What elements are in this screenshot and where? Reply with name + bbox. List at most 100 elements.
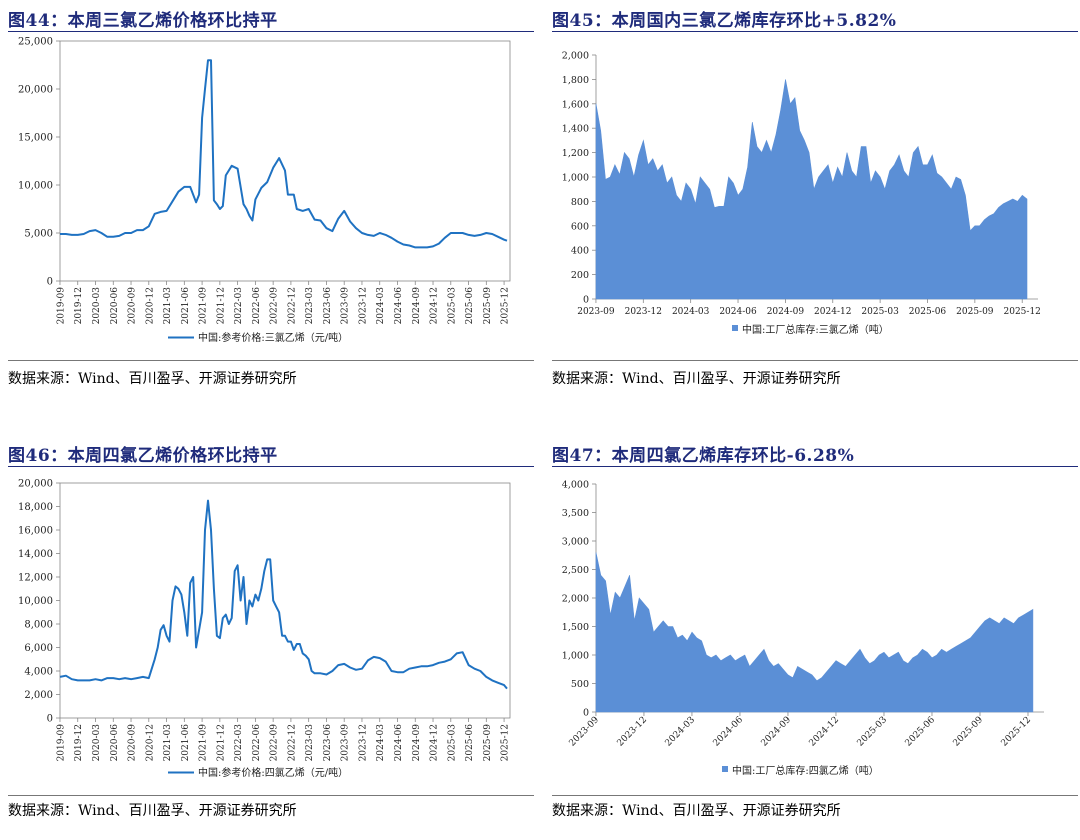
x-tick-label: 2024-03 (376, 724, 386, 762)
x-tick-label: 2025-06 (465, 287, 475, 325)
y-tick-label: 0 (47, 277, 53, 288)
y-tick-label: 1,000 (562, 173, 589, 184)
panel-tce-inventory: 图45：本周国内三氯乙烯库存环比+5.82% 0 200 400 600 800 1,00… (552, 0, 1078, 400)
y-tick-label: 2,000 (562, 594, 589, 605)
x-tick-label: 2025-06 (904, 715, 938, 749)
x-tick-label: 2025-09 (483, 287, 493, 325)
y-tick-label: 25,000 (18, 37, 53, 48)
source-note: 数据来源：Wind、百川盈孚、开源证券研究所 (552, 371, 841, 387)
x-tick-label: 2020-09 (128, 724, 138, 762)
x-tick-label: 2021-06 (181, 287, 191, 325)
x-tick-label: 2024-12 (430, 724, 440, 761)
x-tick-label: 2022-12 (287, 287, 297, 324)
x-tick-label: 2025-06 (909, 307, 947, 317)
x-tick-label: 2023-03 (305, 287, 315, 325)
x-tick-label: 2019-12 (74, 724, 84, 761)
x-tick-label: 2023-12 (358, 724, 368, 761)
series-area (595, 79, 1028, 300)
x-tick-label: 2025-12 (501, 724, 511, 761)
x-tick-label: 2023-09 (577, 307, 615, 317)
y-tick-label: 400 (571, 246, 589, 257)
chart-title: 图47：本周四氯乙烯库存环比-6.28% (552, 446, 855, 466)
x-tick-label: 2024-09 (412, 724, 422, 762)
x-tick-label: 2025-03 (856, 715, 890, 749)
y-tick-label: 12,000 (18, 573, 53, 584)
x-tick-label: 2020-03 (92, 724, 102, 762)
y-tick-label: 1,500 (562, 622, 589, 633)
x-tick-label: 2023-03 (305, 724, 315, 762)
pce-price-chart: 0 2,000 4,000 6,000 8,000 10,000 12,000 14,000 1… (18, 479, 511, 780)
x-tick-label: 2025-03 (447, 724, 457, 762)
x-tick-label: 2025-03 (447, 287, 457, 325)
y-tick-label: 3,500 (562, 508, 589, 519)
y-tick-label: 1,800 (562, 75, 589, 86)
x-tick-label: 2023-09 (341, 724, 351, 762)
x-tick-label: 2021-06 (181, 724, 191, 762)
x-tick-label: 2024-09 (767, 307, 805, 317)
y-tick-label: 10,000 (18, 181, 53, 192)
x-tick-label: 2021-12 (216, 287, 226, 324)
y-tick-label: 2,500 (562, 565, 589, 576)
x-tick-label: 2023-09 (568, 715, 602, 749)
y-tick-label: 1,400 (562, 124, 589, 135)
x-tick-label: 2020-03 (92, 287, 102, 325)
y-tick-label: 0 (583, 295, 589, 306)
x-tick-label: 2022-09 (270, 287, 280, 325)
x-tick-label: 2024-06 (712, 715, 746, 749)
x-tick-label: 2022-03 (234, 287, 244, 325)
chart-title: 图44：本周三氯乙烯价格环比持平 (8, 11, 278, 31)
y-tick-label: 6,000 (24, 643, 53, 654)
source-rule (8, 360, 534, 361)
x-tick-label: 2023-12 (358, 287, 368, 324)
x-tick-label: 2021-09 (199, 724, 209, 762)
y-tick-label: 4,000 (24, 667, 53, 678)
x-tick-label: 2023-09 (341, 287, 351, 325)
source-rule (552, 360, 1078, 361)
legend-label: 中国:参考价格:三氯乙烯（元/吨） (198, 331, 348, 344)
x-tick-label: 2024-12 (808, 715, 842, 749)
y-tick-label: 16,000 (18, 526, 53, 537)
y-tick-label: 0 (47, 714, 53, 725)
legend-label: 中国:参考价格:四氯乙烯（元/吨） (198, 766, 348, 779)
source-note: 数据来源：Wind、百川盈孚、开源证券研究所 (8, 371, 297, 387)
y-tick-label: 600 (571, 221, 589, 232)
series-line (59, 499, 508, 690)
panel-pce-inventory: 图47：本周四氯乙烯库存环比-6.28% 0 500 1,000 1,500 2,000… (552, 435, 1078, 835)
x-tick-label: 2020-12 (145, 724, 155, 761)
x-tick-label: 2025-09 (956, 307, 994, 317)
x-tick-label: 2023-12 (616, 715, 650, 749)
x-tick-label: 2024-09 (412, 287, 422, 325)
x-tick-label: 2019-09 (56, 724, 66, 762)
y-tick-label: 800 (571, 197, 589, 208)
x-tick-label: 2022-06 (252, 724, 262, 762)
x-tick-label: 2025-12 (501, 287, 511, 324)
x-tick-label: 2024-03 (376, 287, 386, 325)
y-tick-label: 20,000 (18, 85, 53, 96)
x-tick-label: 2019-09 (56, 287, 66, 325)
y-tick-label: 15,000 (18, 133, 53, 144)
x-tick-label: 2024-06 (394, 287, 404, 325)
x-tick-label: 2022-09 (270, 724, 280, 762)
source-note: 数据来源：Wind、百川盈孚、开源证券研究所 (552, 803, 841, 819)
x-tick-label: 2024-12 (814, 307, 851, 317)
y-tick-label: 8,000 (24, 620, 53, 631)
x-tick-label: 2020-12 (145, 287, 155, 324)
y-tick-label: 18,000 (18, 502, 53, 513)
chart-title: 图45：本周国内三氯乙烯库存环比+5.82% (552, 11, 897, 31)
y-tick-label: 20,000 (18, 479, 53, 490)
x-tick-label: 2020-06 (110, 724, 120, 762)
panel-tce-price: 图44：本周三氯乙烯价格环比持平 0 5,000 10,000 15,000 20,00… (8, 0, 534, 400)
tce-price-chart: 0 5,000 10,000 15,000 20,000 25,000 2019-09 201… (18, 37, 511, 345)
tce-inventory-chart: 0 200 400 600 800 1,000 1,200 1,400 1,600 1,800 2,… (562, 51, 1041, 337)
x-tick-label: 2020-06 (110, 287, 120, 325)
series-line (60, 59, 508, 249)
y-tick-label: 0 (583, 708, 589, 719)
plot-frame (59, 40, 511, 282)
legend-swatch (722, 766, 728, 772)
x-tick-label: 2021-12 (216, 724, 226, 761)
y-tick-label: 1,000 (562, 651, 589, 662)
x-tick-label: 2025-12 (1004, 307, 1041, 317)
series-area (595, 552, 1034, 713)
x-tick-label: 2024-06 (394, 724, 404, 762)
x-tick-label: 2024-09 (760, 715, 794, 749)
